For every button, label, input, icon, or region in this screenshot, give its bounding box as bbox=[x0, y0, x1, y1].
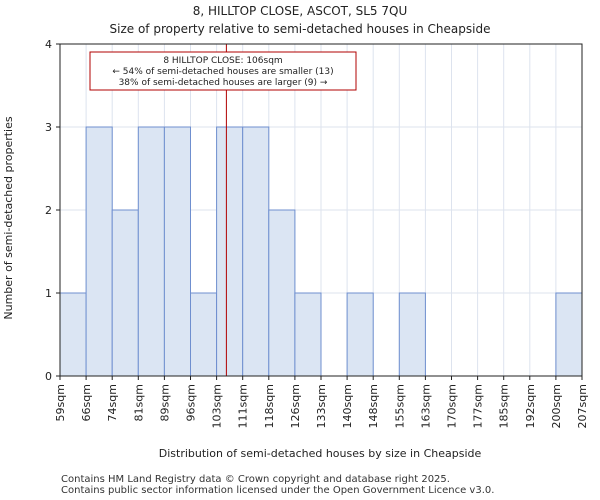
bar-74sqm bbox=[111, 209, 139, 377]
x-tick-label: 66sqm bbox=[80, 384, 93, 421]
bar-111sqm bbox=[242, 126, 270, 377]
x-tick-label: 81sqm bbox=[132, 384, 145, 421]
x-tick-label: 133sqm bbox=[315, 384, 328, 428]
x-tick-label: 126sqm bbox=[289, 384, 302, 428]
x-tick-label: 177sqm bbox=[472, 384, 485, 428]
x-tick-label: 155sqm bbox=[393, 384, 406, 428]
x-tick-label: 185sqm bbox=[498, 384, 511, 428]
y-axis-ticks: 0 1 2 3 4 bbox=[45, 38, 60, 383]
bars bbox=[59, 126, 583, 377]
x-tick-label: 140sqm bbox=[341, 384, 354, 428]
x-tick-label: 207sqm bbox=[576, 384, 589, 428]
x-tick-label: 59sqm bbox=[54, 384, 67, 421]
x-tick-label: 192sqm bbox=[524, 384, 537, 428]
bar-126sqm bbox=[294, 292, 322, 377]
bar-140sqm bbox=[346, 292, 374, 377]
y-tick-label: 0 bbox=[45, 370, 52, 383]
x-tick-label: 96sqm bbox=[185, 384, 198, 421]
annotation-line-3: 38% of semi-detached houses are larger (… bbox=[119, 78, 328, 88]
x-tick-label: 118sqm bbox=[263, 384, 276, 428]
chart-title: 8, HILLTOP CLOSE, ASCOT, SL5 7QU bbox=[192, 4, 408, 18]
x-axis-label: Distribution of semi-detached houses by … bbox=[159, 447, 482, 460]
x-tick-label: 111sqm bbox=[237, 384, 250, 428]
x-tick-label: 170sqm bbox=[446, 384, 459, 428]
y-tick-label: 3 bbox=[45, 121, 52, 134]
bar-66sqm bbox=[85, 126, 113, 377]
x-tick-label: 148sqm bbox=[367, 384, 380, 428]
y-tick-label: 2 bbox=[45, 204, 52, 217]
y-axis-label: Number of semi-detached properties bbox=[2, 116, 15, 319]
annotation-line-1: 8 HILLTOP CLOSE: 106sqm bbox=[163, 56, 282, 66]
bar-89sqm bbox=[163, 126, 191, 377]
chart-subtitle: Size of property relative to semi-detach… bbox=[109, 22, 491, 36]
y-tick-label: 4 bbox=[45, 38, 52, 51]
bar-96sqm bbox=[190, 292, 218, 377]
bar-155sqm bbox=[398, 292, 426, 377]
bar-81sqm bbox=[137, 126, 165, 377]
bar-118sqm bbox=[268, 209, 296, 377]
x-tick-label: 74sqm bbox=[106, 384, 119, 421]
bar-103sqm bbox=[216, 126, 244, 377]
x-tick-label: 163sqm bbox=[419, 384, 432, 428]
bar-200sqm bbox=[555, 292, 583, 377]
footer-line-2: Contains public sector information licen… bbox=[61, 485, 495, 496]
annotation-box: 8 HILLTOP CLOSE: 106sqm ← 54% of semi-de… bbox=[89, 51, 357, 91]
x-tick-label: 89sqm bbox=[158, 384, 171, 421]
x-tick-label: 103sqm bbox=[211, 384, 224, 428]
x-axis-ticks: 59sqm 66sqm 74sqm 81sqm 89sqm 96sqm 103sqm 111s… bbox=[54, 376, 589, 428]
y-tick-label: 1 bbox=[45, 287, 52, 300]
footer-line-1: Contains HM Land Registry data © Crown c… bbox=[61, 474, 450, 485]
x-tick-label: 200sqm bbox=[550, 384, 563, 428]
bar-59sqm bbox=[59, 292, 87, 377]
annotation-line-2: ← 54% of semi-detached houses are smalle… bbox=[112, 67, 333, 77]
